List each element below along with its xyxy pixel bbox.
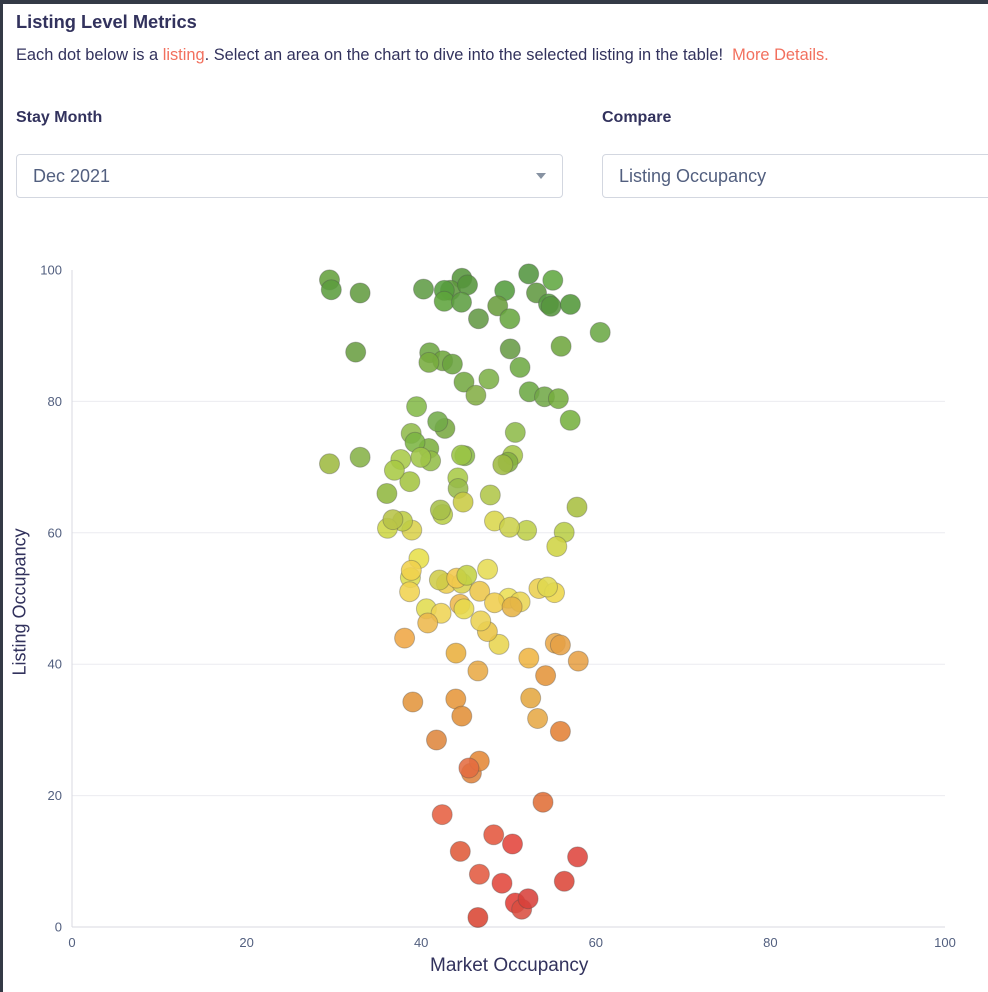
svg-text:0: 0 (68, 935, 75, 950)
svg-text:100: 100 (934, 935, 956, 950)
svg-text:40: 40 (48, 657, 62, 672)
svg-text:0: 0 (55, 920, 62, 935)
svg-text:80: 80 (763, 935, 777, 950)
svg-text:20: 20 (48, 788, 62, 803)
svg-text:60: 60 (589, 935, 603, 950)
svg-text:80: 80 (48, 394, 62, 409)
svg-text:60: 60 (48, 525, 62, 540)
svg-text:20: 20 (239, 935, 253, 950)
svg-text:40: 40 (414, 935, 428, 950)
svg-text:100: 100 (40, 263, 62, 278)
